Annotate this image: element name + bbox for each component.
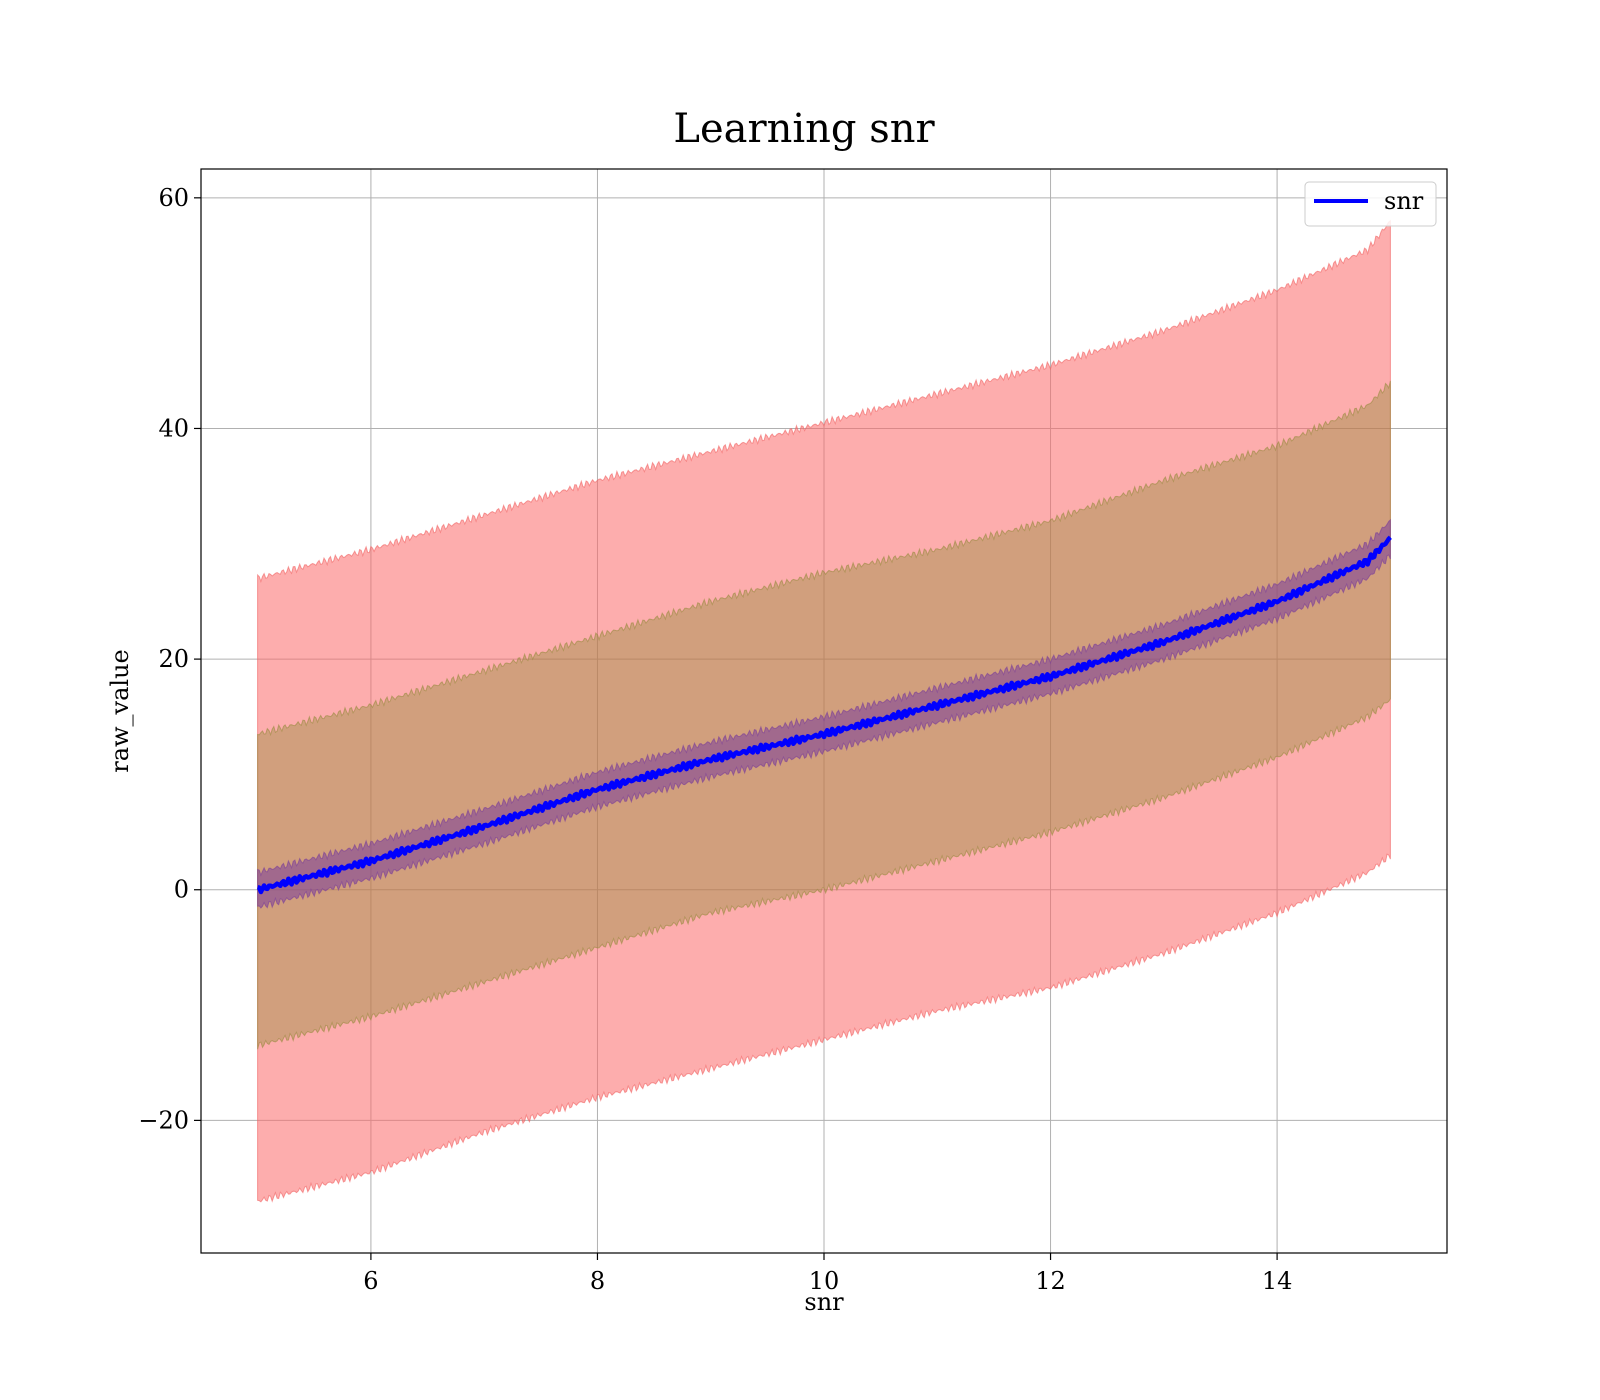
y-tick-label: 40 bbox=[158, 414, 189, 442]
legend-label: snr bbox=[1384, 187, 1424, 215]
series bbox=[256, 535, 1392, 895]
confidence-band bbox=[257, 219, 1391, 1203]
y-tick-label: −20 bbox=[138, 1106, 189, 1134]
ticks: 6 8 10 12 14 −20 0 20 40 60 bbox=[138, 184, 1292, 1295]
chart-title: Learning snr bbox=[673, 106, 935, 152]
x-tick-label: 10 bbox=[809, 1267, 840, 1295]
y-tick-label: 0 bbox=[174, 876, 189, 904]
y-axis-label: raw_value bbox=[106, 649, 134, 773]
series-line-snr bbox=[256, 535, 1392, 895]
confidence-band bbox=[257, 380, 1391, 1050]
y-tick-label: 20 bbox=[158, 645, 189, 673]
legend-box bbox=[1304, 181, 1437, 227]
x-axis-label: snr bbox=[804, 1288, 844, 1316]
x-tick-label: 6 bbox=[363, 1267, 378, 1295]
legend: snr bbox=[1304, 181, 1437, 227]
x-tick-label: 14 bbox=[1262, 1267, 1293, 1295]
y-tick-label: 60 bbox=[158, 184, 189, 212]
x-tick-label: 12 bbox=[1035, 1267, 1066, 1295]
x-tick-label: 8 bbox=[590, 1267, 605, 1295]
